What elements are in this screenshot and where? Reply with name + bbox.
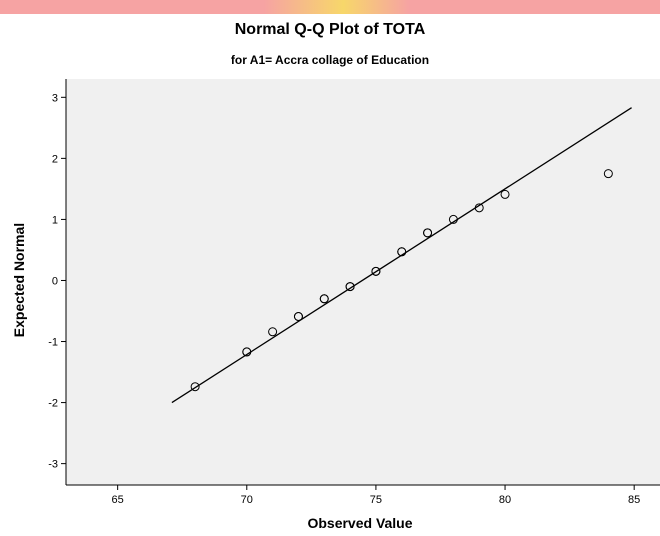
reference-line-group [171,107,632,404]
data-point [268,327,278,337]
y-tick-label: 3 [52,92,58,104]
y-tick-label: -3 [48,459,58,471]
chart-subtitle: for A1= Accra collage of Education [230,53,430,67]
x-tick-label: 75 [370,494,382,506]
x-axis-title: Observed Value [307,515,413,531]
y-tick-label: -2 [48,398,58,410]
data-point [371,266,381,276]
plot-area [66,79,660,485]
data-point [345,282,355,292]
y-axis: -3 -2 -1 0 1 2 3 [48,79,67,485]
reference-line [171,107,632,404]
y-tick-label: 1 [52,214,58,226]
data-point [474,203,484,213]
x-tick-label: 70 [241,494,253,506]
y-tick-label: 2 [52,153,58,165]
data-point [448,214,458,224]
data-point [190,382,200,392]
data-point [293,311,303,321]
data-point [242,347,252,357]
data-point [319,294,329,304]
x-tick-label: 65 [112,494,124,506]
data-point [500,189,510,199]
y-tick-label: -1 [48,337,58,349]
chart-title: Normal Q-Q Plot of TOTA [234,21,426,38]
top-band [0,0,660,14]
x-axis: 65 70 75 80 85 [66,484,660,506]
y-tick-label: 0 [52,275,58,287]
data-point [397,247,407,257]
x-tick-label: 85 [628,494,640,506]
data-point [603,169,613,179]
x-tick-label: 80 [499,494,511,506]
data-points [190,169,613,392]
data-point [423,228,433,238]
y-axis-title: Expected Normal [11,222,27,338]
